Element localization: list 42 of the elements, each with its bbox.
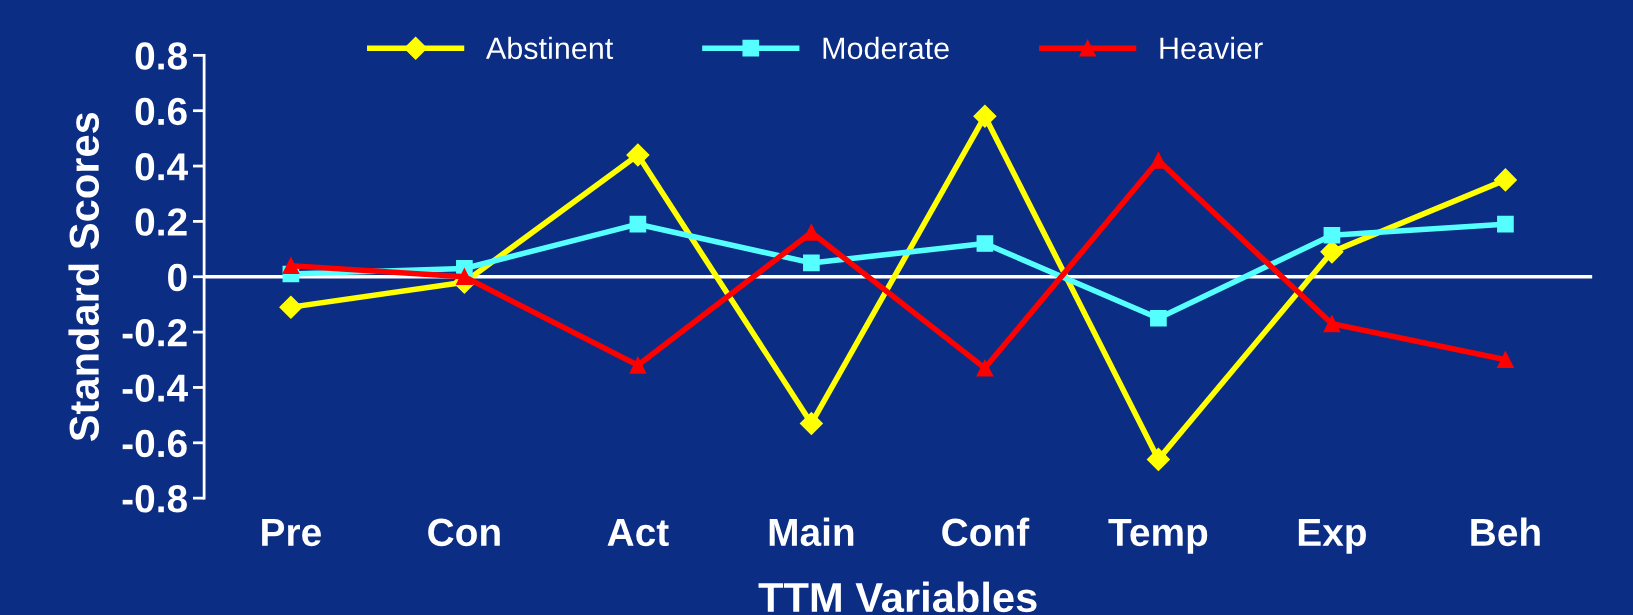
x-tick-label: Exp xyxy=(1298,519,1366,554)
point xyxy=(1497,351,1514,369)
point xyxy=(973,104,997,128)
point xyxy=(1323,315,1341,333)
point xyxy=(976,235,994,252)
y-tick-label: -0.2 xyxy=(122,319,187,347)
legend-label: Abstinent xyxy=(485,36,614,60)
x-tick-label: Con xyxy=(428,518,500,547)
point xyxy=(803,224,820,241)
y-tick-label: 0.4 xyxy=(135,152,188,181)
y-tick-label: 0.2 xyxy=(135,208,187,236)
point xyxy=(629,215,647,233)
point xyxy=(799,411,823,435)
x-tick-label: Beh xyxy=(1471,517,1540,547)
point xyxy=(1150,309,1167,327)
point xyxy=(1146,447,1170,471)
y-tick-label: 0 xyxy=(168,263,187,292)
point xyxy=(629,356,647,374)
x-tick-label: Pre xyxy=(262,519,321,547)
y-tick-label: -0.4 xyxy=(122,374,188,402)
y-axis-title: Standard Scores xyxy=(68,112,100,442)
point xyxy=(279,295,303,319)
x-tick-label: Conf xyxy=(942,517,1030,547)
x-tick-label: Act xyxy=(607,519,669,547)
x-tick-label: Main xyxy=(769,517,854,547)
x-axis-title: TTM Variables xyxy=(758,581,1037,613)
point xyxy=(803,254,820,272)
y-tick-label: -0.6 xyxy=(122,429,187,458)
point xyxy=(1493,168,1517,192)
y-tick-label: 0.6 xyxy=(135,97,187,126)
y-tick-label: 0.8 xyxy=(135,42,187,70)
point xyxy=(1323,226,1341,244)
legend-label: Heavier xyxy=(1160,36,1263,60)
point xyxy=(976,359,994,377)
x-tick-label: Temp xyxy=(1108,519,1208,554)
point xyxy=(1150,152,1167,169)
y-tick-label: -0.8 xyxy=(122,485,187,513)
point xyxy=(282,257,300,275)
legend-label: Moderate xyxy=(823,36,949,60)
point xyxy=(1497,215,1514,233)
point xyxy=(626,143,650,167)
point xyxy=(456,268,473,286)
